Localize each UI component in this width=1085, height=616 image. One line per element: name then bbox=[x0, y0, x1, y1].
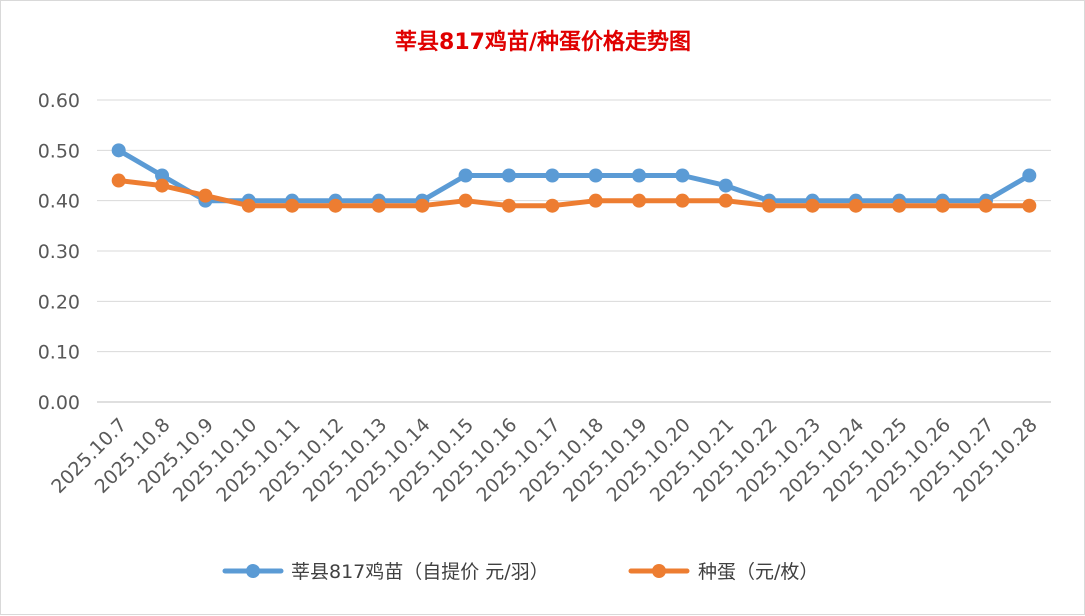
chart-title: 莘县817鸡苗/种蛋价格走势图 bbox=[395, 29, 691, 55]
data-point bbox=[155, 168, 170, 183]
data-point bbox=[675, 193, 690, 208]
data-point bbox=[1022, 198, 1037, 213]
data-point bbox=[632, 193, 647, 208]
data-point bbox=[241, 198, 256, 213]
series-line bbox=[116, 147, 1032, 204]
data-point bbox=[978, 198, 993, 213]
y-axis: 0.00 0.10 0.20 0.30 0.40 0.50 0.60 bbox=[38, 90, 80, 414]
y-tick-label: 0.60 bbox=[38, 90, 80, 112]
data-point bbox=[111, 143, 126, 158]
data-point bbox=[545, 168, 560, 183]
y-tick-label: 0.50 bbox=[38, 140, 80, 162]
legend: 莘县817鸡苗（自提价 元/羽） 种蛋（元/枚） bbox=[222, 561, 818, 583]
y-tick-label: 0.30 bbox=[38, 241, 80, 263]
data-point bbox=[198, 188, 213, 203]
legend-item: 莘县817鸡苗（自提价 元/羽） bbox=[222, 561, 549, 583]
data-point bbox=[632, 168, 647, 183]
legend-label: 莘县817鸡苗（自提价 元/羽） bbox=[291, 561, 549, 583]
data-point bbox=[935, 198, 950, 213]
data-point bbox=[762, 198, 777, 213]
series-1 bbox=[111, 143, 1037, 208]
data-point bbox=[285, 198, 300, 213]
data-point bbox=[458, 168, 473, 183]
y-tick-label: 0.00 bbox=[38, 392, 80, 414]
data-point bbox=[718, 193, 733, 208]
y-tick-label: 0.40 bbox=[38, 191, 80, 213]
series bbox=[111, 143, 1037, 213]
y-tick-label: 0.10 bbox=[38, 342, 80, 364]
data-point bbox=[892, 198, 907, 213]
series-2 bbox=[111, 173, 1037, 213]
x-axis: 2025.10.72025.10.82025.10.92025.10.10202… bbox=[47, 414, 1042, 506]
data-point bbox=[155, 178, 170, 193]
data-point bbox=[1022, 168, 1037, 183]
data-point bbox=[111, 173, 126, 188]
data-point bbox=[545, 198, 560, 213]
series-line bbox=[116, 178, 1032, 209]
data-point bbox=[805, 198, 820, 213]
data-point bbox=[458, 193, 473, 208]
legend-label: 种蛋（元/枚） bbox=[698, 561, 818, 583]
data-point bbox=[501, 168, 516, 183]
gridlines bbox=[97, 99, 1051, 403]
data-point bbox=[588, 168, 603, 183]
legend-item: 种蛋（元/枚） bbox=[628, 561, 818, 583]
data-point bbox=[501, 198, 516, 213]
data-point bbox=[371, 198, 386, 213]
data-point bbox=[718, 178, 733, 193]
data-point bbox=[328, 198, 343, 213]
data-point bbox=[675, 168, 690, 183]
data-point bbox=[848, 198, 863, 213]
y-tick-label: 0.20 bbox=[38, 291, 80, 313]
data-point bbox=[415, 198, 430, 213]
legend-marker bbox=[246, 564, 260, 578]
data-point bbox=[588, 193, 603, 208]
legend-marker bbox=[652, 564, 666, 578]
